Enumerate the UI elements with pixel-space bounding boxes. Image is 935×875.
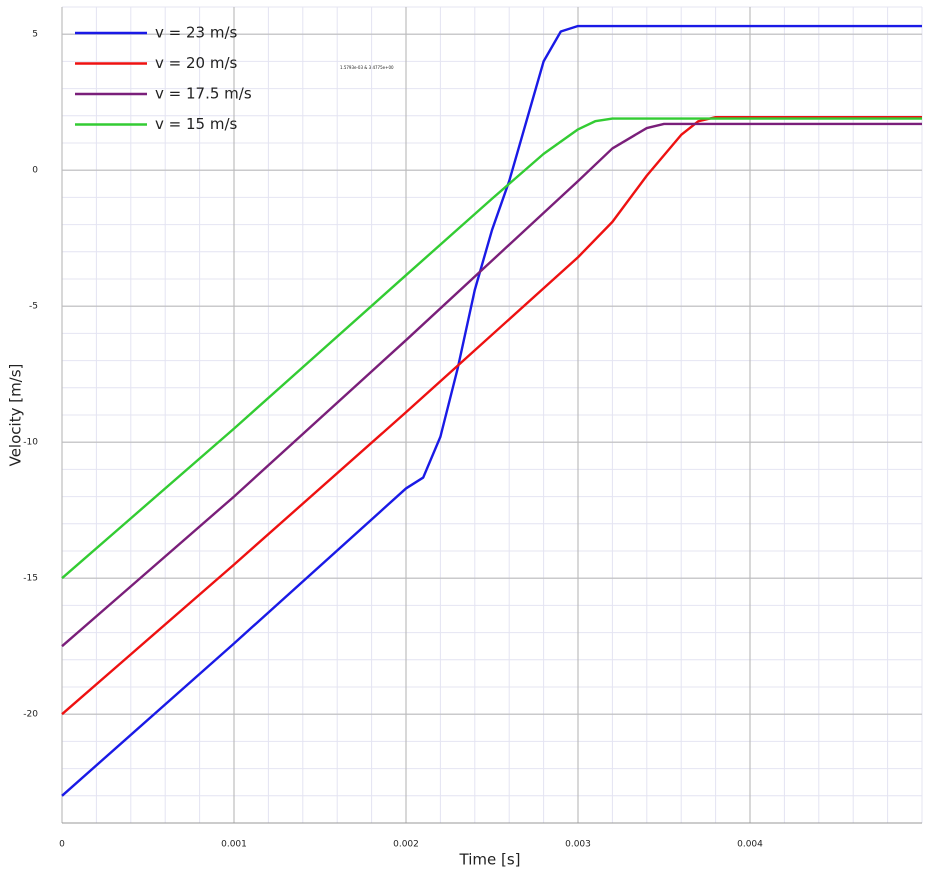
series-line — [61, 24, 922, 797]
y-tick-label: 0 — [32, 166, 38, 176]
x-axis-label: Time [s] — [459, 851, 521, 869]
y-tick-label: -10 — [23, 438, 38, 448]
y-tick-label: 5 — [32, 30, 38, 40]
series-line — [61, 115, 922, 716]
grid — [61, 6, 923, 824]
y-tick-label: -20 — [23, 710, 38, 720]
legend-label: v = 17.5 m/s — [155, 85, 252, 103]
x-tick-label: 0.001 — [221, 840, 247, 850]
legend-label: v = 20 m/s — [155, 54, 238, 72]
y-axis-label: Velocity [m/s] — [7, 364, 25, 467]
y-tick-label: -15 — [23, 574, 38, 584]
legend-label: v = 23 m/s — [155, 24, 238, 42]
series-line — [61, 117, 922, 580]
x-tick-label: 0.003 — [565, 840, 591, 850]
series-line — [61, 122, 922, 648]
legend-label: v = 15 m/s — [155, 115, 238, 133]
annotation: 1.5793e-03 & 3.4775e+00 — [340, 65, 394, 70]
x-tick-label: 0.004 — [737, 840, 763, 850]
x-tick-label: 0 — [59, 840, 65, 850]
y-tick-label: -5 — [29, 302, 38, 312]
x-tick-label: 0.002 — [393, 840, 419, 850]
